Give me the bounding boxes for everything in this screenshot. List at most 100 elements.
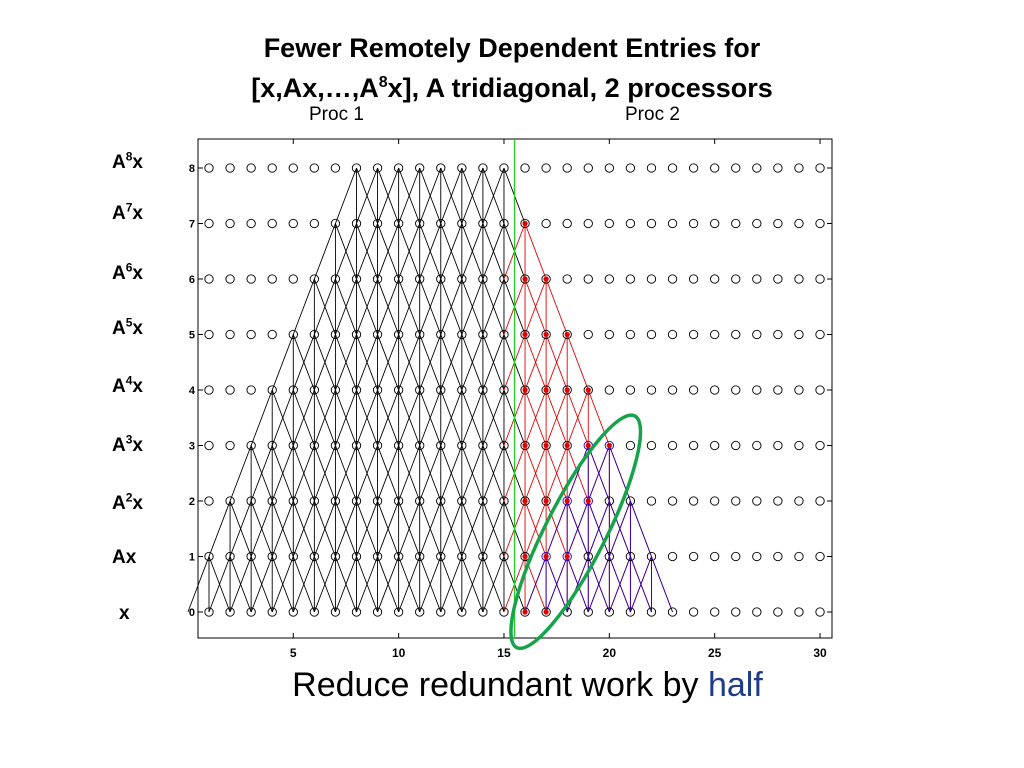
grid-node xyxy=(372,496,383,506)
grid-node xyxy=(499,607,509,617)
grid-node xyxy=(815,385,825,395)
y-tick-label-3: 3 xyxy=(189,441,195,453)
row-label-exponent: 2 xyxy=(125,490,133,505)
grid-node xyxy=(604,163,614,173)
grid-node xyxy=(415,163,425,173)
grid-node xyxy=(520,274,530,284)
black-edges-edge xyxy=(356,500,378,557)
grid-node xyxy=(731,218,741,229)
grid-node xyxy=(288,329,298,340)
grid-node xyxy=(393,607,404,617)
grid-node xyxy=(330,440,341,451)
grid-node xyxy=(393,551,404,562)
blue-edges-edge xyxy=(545,500,568,557)
grid-node xyxy=(562,329,572,340)
grid-node xyxy=(562,163,572,173)
grid-node xyxy=(541,218,551,229)
red-edges-edge xyxy=(524,389,547,446)
red-node-fill xyxy=(543,387,549,393)
blue-edges xyxy=(524,445,673,613)
grid-node xyxy=(225,551,235,562)
blue-edges-edge xyxy=(629,500,652,557)
y-tick-label-6: 6 xyxy=(189,274,195,286)
grid-node xyxy=(752,440,762,451)
black-edges-edge xyxy=(250,556,273,613)
black-edges-edge xyxy=(334,167,357,224)
grid-node xyxy=(688,329,699,340)
title-line-2-exponent: 8 xyxy=(378,74,388,91)
grid-node xyxy=(330,551,341,562)
grid-node xyxy=(710,496,720,506)
grid-node xyxy=(309,496,319,506)
grid-node xyxy=(478,496,488,506)
grid-node xyxy=(457,551,467,562)
black-edges-edge xyxy=(356,334,378,391)
grid-node xyxy=(436,385,446,395)
grid-node xyxy=(752,329,762,340)
row-label-tail: x xyxy=(132,152,143,173)
grid-node xyxy=(541,163,551,173)
grid-node xyxy=(267,607,277,617)
black-edges-edge xyxy=(461,223,484,280)
grid-node xyxy=(583,163,593,173)
red-node-fill xyxy=(522,331,528,338)
grid-node xyxy=(815,218,825,229)
grid-node xyxy=(646,274,657,284)
grid-node xyxy=(457,607,467,617)
grid-node xyxy=(604,440,614,451)
grid-node xyxy=(436,551,446,562)
grid-node xyxy=(604,385,614,395)
grid-node xyxy=(309,163,319,173)
blue-edges-edge xyxy=(545,556,568,613)
grid-node xyxy=(752,385,762,395)
black-edges-edge xyxy=(271,445,294,502)
grid-node xyxy=(815,329,825,340)
grid-node xyxy=(815,163,825,173)
grid-node xyxy=(372,329,383,340)
grid-node xyxy=(520,218,530,229)
grid-node xyxy=(267,163,277,173)
grid-node xyxy=(330,329,341,340)
grid-node xyxy=(415,551,425,562)
black-edges-edge xyxy=(292,556,315,613)
grid-node xyxy=(562,385,572,395)
row-label-5: A5x xyxy=(112,317,143,339)
grid-node xyxy=(288,218,298,229)
grid-node xyxy=(351,440,362,451)
row-label-exponent: 6 xyxy=(125,260,133,275)
grid-node xyxy=(794,551,804,562)
grid-node xyxy=(225,496,235,506)
caption-highlight: half xyxy=(707,666,763,704)
x-tick-label-25: 25 xyxy=(708,646,722,660)
grid-node xyxy=(225,329,235,340)
red-node-fill xyxy=(522,609,528,615)
grid-node xyxy=(309,329,319,340)
red-node-fill xyxy=(522,276,528,282)
highlight-ellipse xyxy=(509,413,643,651)
proc-1-label: Proc 1 xyxy=(309,104,364,125)
grid-node xyxy=(267,440,277,451)
grid-node xyxy=(520,163,530,173)
grid-node xyxy=(246,218,256,229)
grid-node xyxy=(351,274,362,284)
black-edges-edge xyxy=(208,556,231,613)
grid-node xyxy=(773,163,783,173)
grid-node xyxy=(646,607,657,617)
grid-node xyxy=(583,329,593,340)
grid-node xyxy=(794,440,804,451)
grid-node xyxy=(330,607,341,617)
black-edges-edge xyxy=(377,556,400,613)
blue-edges-edge xyxy=(587,500,610,557)
grid-node xyxy=(731,607,741,617)
red-edges-edge xyxy=(524,334,547,391)
black-edges-edge xyxy=(419,445,442,502)
row-label-tail: x xyxy=(132,318,143,339)
grid-node xyxy=(288,496,298,506)
red-edges-edge xyxy=(545,278,568,335)
black-edges-edge xyxy=(482,223,505,280)
row-label-1: Ax xyxy=(112,548,136,568)
grid-node xyxy=(436,218,446,229)
grid-node xyxy=(625,496,636,506)
grid-node xyxy=(478,163,488,173)
black-edges-edge xyxy=(461,278,484,335)
